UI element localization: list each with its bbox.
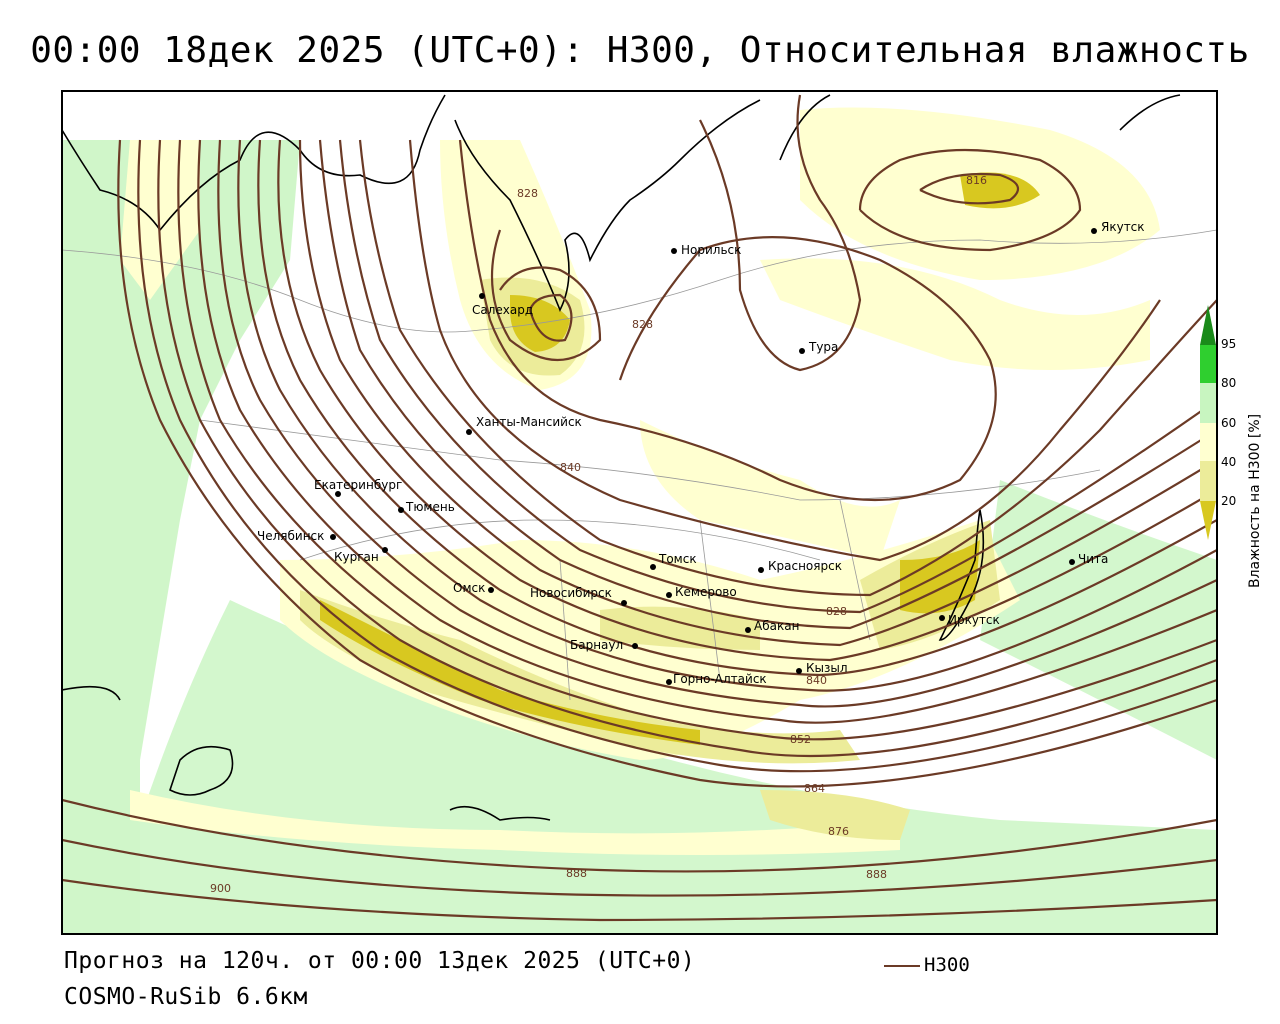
humidity-colorbar	[1200, 305, 1216, 540]
contour-legend-label: H300	[924, 954, 970, 976]
contour-label: 888	[566, 867, 587, 880]
svg-text:Тюмень: Тюмень	[405, 500, 455, 514]
city-chita: Чита	[1069, 552, 1108, 566]
city-barnaul: Барнаул	[570, 638, 638, 652]
contour-label: 864	[804, 782, 825, 795]
contour-legend: H300	[884, 954, 994, 978]
svg-text:Екатеринбург: Екатеринбург	[314, 478, 402, 492]
city-krasnoyarsk: Красноярск	[758, 559, 842, 573]
city-yekaterinburg: Екатеринбург	[314, 478, 402, 497]
colorbar-tick: 40	[1221, 455, 1237, 469]
svg-text:Омск: Омск	[453, 581, 485, 595]
colorbar-tick: 60	[1221, 416, 1237, 430]
contour-label: 816	[966, 174, 987, 187]
map-title: 00:00 18дек 2025 (UTC+0): H300, Относите…	[30, 30, 1250, 71]
svg-text:Норильск: Норильск	[681, 243, 741, 257]
svg-text:Салехард: Салехард	[472, 303, 533, 317]
contour-labels: 828 816 828 840 828 840 852 864 876 888 …	[210, 174, 987, 895]
map-frame	[61, 90, 1218, 935]
svg-text:Горно-Алтайск: Горно-Алтайск	[673, 672, 767, 686]
svg-text:Иркутск: Иркутск	[948, 613, 1000, 627]
svg-text:Кемерово: Кемерово	[675, 585, 737, 599]
city-kurgan: Курган	[334, 547, 388, 564]
svg-text:Кызыл: Кызыл	[806, 661, 848, 675]
colorbar-title: Влажность на H300 [%]	[1247, 413, 1263, 588]
city-tyumen: Тюмень	[398, 500, 455, 514]
city-gorno-altaysk: Горно-Алтайск	[666, 672, 767, 686]
svg-text:Челябинск: Челябинск	[257, 529, 324, 543]
svg-text:Барнаул: Барнаул	[570, 638, 623, 652]
svg-text:Ханты-Мансийск: Ханты-Мансийск	[476, 415, 582, 429]
svg-text:Курган: Курган	[334, 550, 379, 564]
contour-label: 852	[790, 733, 811, 746]
svg-text:Новосибирск: Новосибирск	[530, 586, 612, 600]
contour-label: 828	[826, 605, 847, 618]
city-kyzyl: Кызыл	[796, 661, 848, 675]
city-khanty-mansiysk: Ханты-Мансийск	[466, 415, 582, 435]
city-chelyabinsk: Челябинск	[257, 529, 336, 543]
contour-label: 876	[828, 825, 849, 838]
contour-label: 840	[560, 461, 581, 474]
colorbar-tick: 20	[1221, 494, 1237, 508]
city-salekhard: Салехард	[472, 293, 533, 317]
colorbar-tick: 80	[1221, 376, 1237, 390]
contour-label: 828	[517, 187, 538, 200]
contour-legend-swatch	[884, 965, 920, 967]
svg-text:Якутск: Якутск	[1101, 220, 1145, 234]
city-irkutsk: Иркутск	[939, 613, 1000, 627]
city-omsk: Омск	[453, 581, 494, 595]
city-abakan: Абакан	[745, 619, 799, 633]
model-name: COSMO-RuSib 6.6км	[64, 984, 308, 1010]
contour-label: 888	[866, 868, 887, 881]
h300-contours	[62, 94, 1217, 922]
city-tomsk: Томск	[650, 552, 697, 570]
svg-text:Красноярск: Красноярск	[768, 559, 842, 573]
colorbar-tick: 95	[1221, 337, 1237, 351]
forecast-info: Прогноз на 120ч. от 00:00 13дек 2025 (UT…	[64, 948, 696, 974]
city-kemerovo: Кемерово	[666, 585, 737, 599]
contour-label: 828	[632, 318, 653, 331]
city-yakutsk: Якутск	[1091, 220, 1145, 234]
svg-text:Абакан: Абакан	[754, 619, 799, 633]
svg-text:Тура: Тура	[808, 340, 838, 354]
humidity-fill	[62, 107, 1217, 934]
cities: Норильск Якутск Салехард Тура Ханты-Манс…	[257, 220, 1145, 686]
city-novosibirsk: Новосибирск	[530, 586, 627, 606]
city-norilsk: Норильск	[671, 243, 741, 257]
svg-text:Чита: Чита	[1078, 552, 1108, 566]
svg-text:Томск: Томск	[658, 552, 697, 566]
contour-label: 840	[806, 674, 827, 687]
city-tura: Тура	[799, 340, 838, 354]
contour-label: 900	[210, 882, 231, 895]
